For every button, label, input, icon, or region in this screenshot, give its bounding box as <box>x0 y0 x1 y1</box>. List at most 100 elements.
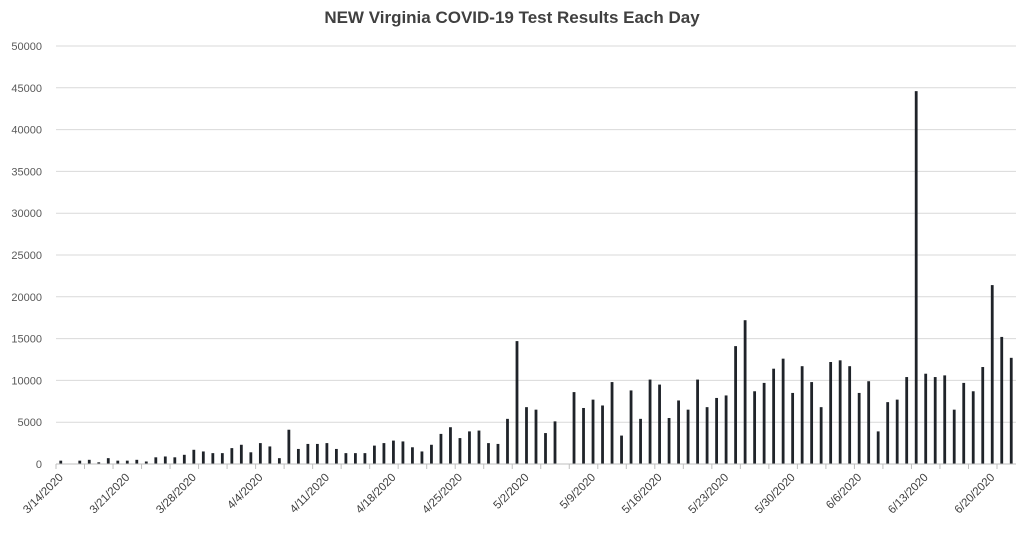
bar-4-9-2020 <box>306 443 310 464</box>
bar-4-14-2020 <box>354 453 357 464</box>
bar-4-16-2020 <box>373 445 376 464</box>
bar-5-27-2020 <box>762 382 766 464</box>
x-tick-label: 5/2/2020 <box>491 472 531 512</box>
bar-5-10-2020 <box>601 405 604 464</box>
bar-5-23-2020 <box>724 395 728 464</box>
bar-4-2-2020 <box>239 444 243 464</box>
bar-4-30-2020 <box>506 418 509 464</box>
y-tick-label: 5000 <box>18 417 42 429</box>
bar-3-17-2020 <box>87 459 91 464</box>
bar-3-31-2020 <box>220 453 224 464</box>
bar-4-18-2020 <box>392 440 395 464</box>
bar-6-17-2020 <box>962 382 966 464</box>
bar-4-8-2020 <box>296 448 300 464</box>
bar-3-16-2020 <box>78 460 82 464</box>
bar-4-5-2020 <box>268 446 272 464</box>
chart-title: NEW Virginia COVID-19 Test Results Each … <box>324 8 700 27</box>
bar-6-19-2020 <box>981 367 985 464</box>
bar-3-19-2020 <box>106 458 110 464</box>
bar-4-26-2020 <box>468 431 471 464</box>
bar-3-18-2020 <box>97 462 101 464</box>
x-tick-label: 4/11/2020 <box>288 472 332 516</box>
bar-6-11-2020 <box>905 377 909 464</box>
bar-6-9-2020 <box>886 402 890 464</box>
bar-4-24-2020 <box>449 427 452 464</box>
bar-6-3-2020 <box>829 362 833 464</box>
bar-5-1-2020 <box>515 341 519 464</box>
bar-4-17-2020 <box>382 443 386 464</box>
bar-5-17-2020 <box>667 418 671 464</box>
x-tick-label: 5/23/2020 <box>687 472 732 517</box>
x-tick-label: 4/18/2020 <box>354 472 399 517</box>
bar-3-30-2020 <box>211 453 215 464</box>
x-tick-label: 3/21/2020 <box>88 472 133 517</box>
bar-6-10-2020 <box>895 399 899 464</box>
bar-6-16-2020 <box>952 409 956 464</box>
bar-5-26-2020 <box>753 391 757 464</box>
x-tick-label: 5/16/2020 <box>620 472 665 517</box>
bar-4-3-2020 <box>249 452 253 464</box>
bars <box>59 91 1013 465</box>
bar-4-23-2020 <box>439 433 443 464</box>
y-tick-label: 50000 <box>11 41 42 53</box>
bar-5-2-2020 <box>525 407 528 464</box>
x-tick-label: 4/25/2020 <box>420 472 465 517</box>
bar-4-7-2020 <box>287 429 291 464</box>
y-tick-label: 10000 <box>11 375 42 387</box>
bar-5-12-2020 <box>620 435 623 464</box>
bar-4-29-2020 <box>496 443 500 464</box>
bar-3-25-2020 <box>163 456 167 464</box>
bar-5-28-2020 <box>772 368 776 464</box>
y-tick-label: 30000 <box>11 208 42 220</box>
bar-4-19-2020 <box>401 441 405 464</box>
x-tick-label: 6/20/2020 <box>953 472 998 517</box>
bar-4-22-2020 <box>430 444 433 464</box>
x-tick-label: 4/4/2020 <box>225 472 265 512</box>
bar-4-21-2020 <box>420 451 424 464</box>
bar-4-1-2020 <box>230 448 234 464</box>
bar-6-6-2020 <box>857 392 861 464</box>
y-tick-label: 0 <box>36 459 42 471</box>
bar-4-28-2020 <box>487 443 490 464</box>
bar-5-7-2020 <box>572 392 576 464</box>
bar-5-22-2020 <box>715 397 718 464</box>
y-tick-label: 15000 <box>11 334 42 346</box>
bar-3-23-2020 <box>144 461 148 464</box>
y-tick-label: 40000 <box>11 125 42 137</box>
x-tick-label: 3/14/2020 <box>21 472 66 517</box>
x-tick-label: 6/13/2020 <box>886 472 931 517</box>
x-tick-label: 5/30/2020 <box>753 472 798 517</box>
bar-4-4-2020 <box>258 443 262 464</box>
bar-5-31-2020 <box>800 366 804 464</box>
bar-6-21-2020 <box>1000 336 1004 464</box>
bar-6-15-2020 <box>943 375 947 464</box>
bar-5-4-2020 <box>544 433 547 464</box>
bar-6-8-2020 <box>876 431 880 464</box>
bar-6-18-2020 <box>971 391 975 464</box>
bar-4-10-2020 <box>315 443 319 464</box>
bar-6-14-2020 <box>933 377 937 464</box>
bar-4-12-2020 <box>334 448 338 464</box>
bar-5-29-2020 <box>781 358 785 464</box>
bar-5-19-2020 <box>686 409 690 464</box>
bar-6-1-2020 <box>810 382 814 464</box>
bar-6-12-2020 <box>914 91 918 465</box>
bar-5-8-2020 <box>582 407 585 464</box>
bar-5-14-2020 <box>639 418 642 464</box>
bar-4-11-2020 <box>325 443 329 464</box>
bar-5-18-2020 <box>677 400 680 464</box>
bar-5-13-2020 <box>629 390 633 464</box>
bar-4-27-2020 <box>477 430 481 464</box>
bar-6-13-2020 <box>924 373 928 464</box>
bar-3-20-2020 <box>116 460 120 464</box>
bar-3-29-2020 <box>201 451 205 464</box>
y-tick-label: 45000 <box>11 83 42 95</box>
bar-5-20-2020 <box>696 379 699 464</box>
bar-5-3-2020 <box>534 409 538 464</box>
bar-4-25-2020 <box>458 438 462 464</box>
bar-5-11-2020 <box>610 382 614 464</box>
y-tick-label: 20000 <box>11 292 42 304</box>
x-tick-label: 5/9/2020 <box>558 472 598 512</box>
bar-5-16-2020 <box>658 384 661 464</box>
